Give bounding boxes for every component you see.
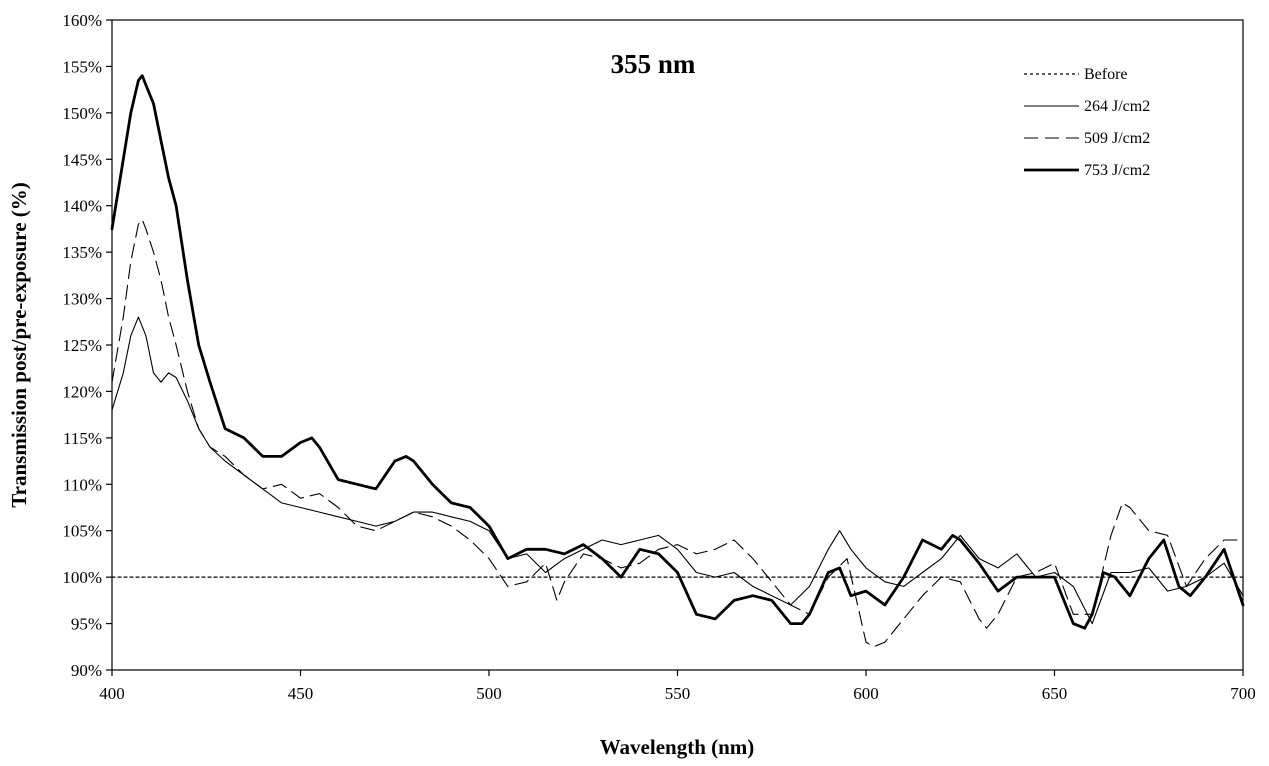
y-tick-label: 130% bbox=[62, 290, 102, 309]
series-line-1 bbox=[111, 316, 1244, 625]
legend-label-1: 264 J/cm2 bbox=[1084, 98, 1150, 115]
y-tick-label: 125% bbox=[62, 336, 102, 355]
series-layer bbox=[110, 74, 1245, 648]
x-tick-label: 450 bbox=[288, 684, 314, 703]
y-tick-label: 100% bbox=[62, 568, 102, 587]
y-axis-title: Transmission post/pre-exposure (%) bbox=[7, 182, 31, 508]
x-tick-label: 400 bbox=[99, 684, 125, 703]
y-tick-label: 160% bbox=[62, 11, 102, 30]
y-tick-label: 90% bbox=[71, 661, 102, 680]
chart-title: 355 nm bbox=[611, 49, 696, 79]
y-tick-label: 95% bbox=[71, 615, 102, 634]
y-tick-label: 140% bbox=[62, 197, 102, 216]
x-tick-label: 650 bbox=[1042, 684, 1068, 703]
x-tick-label: 700 bbox=[1230, 684, 1256, 703]
x-axis-title: Wavelength (nm) bbox=[600, 735, 755, 759]
y-tick-label: 115% bbox=[63, 429, 102, 448]
legend-label-0: Before bbox=[1084, 66, 1128, 83]
y-tick-label: 145% bbox=[62, 150, 102, 169]
series-line-3 bbox=[110, 74, 1245, 630]
legend-label-2: 509 J/cm2 bbox=[1084, 130, 1150, 147]
y-tick-label: 155% bbox=[62, 57, 102, 76]
y-tick-label: 120% bbox=[62, 382, 102, 401]
y-tick-label: 110% bbox=[63, 475, 102, 494]
x-tick-label: 500 bbox=[476, 684, 502, 703]
y-tick-label: 135% bbox=[62, 243, 102, 262]
legend: Before 264 J/cm2 509 J/cm2 753 J/cm2 bbox=[1024, 66, 1150, 179]
y-tick-label: 150% bbox=[62, 104, 102, 123]
x-tick-label: 600 bbox=[853, 684, 879, 703]
axes-layer: 90% 95% 100% 105% 110% 115% 120% 125% 130% 135% 14… bbox=[62, 11, 1255, 703]
x-tick-label: 550 bbox=[665, 684, 691, 703]
y-tick-label: 105% bbox=[62, 522, 102, 541]
legend-label-3: 753 J/cm2 bbox=[1084, 162, 1150, 179]
